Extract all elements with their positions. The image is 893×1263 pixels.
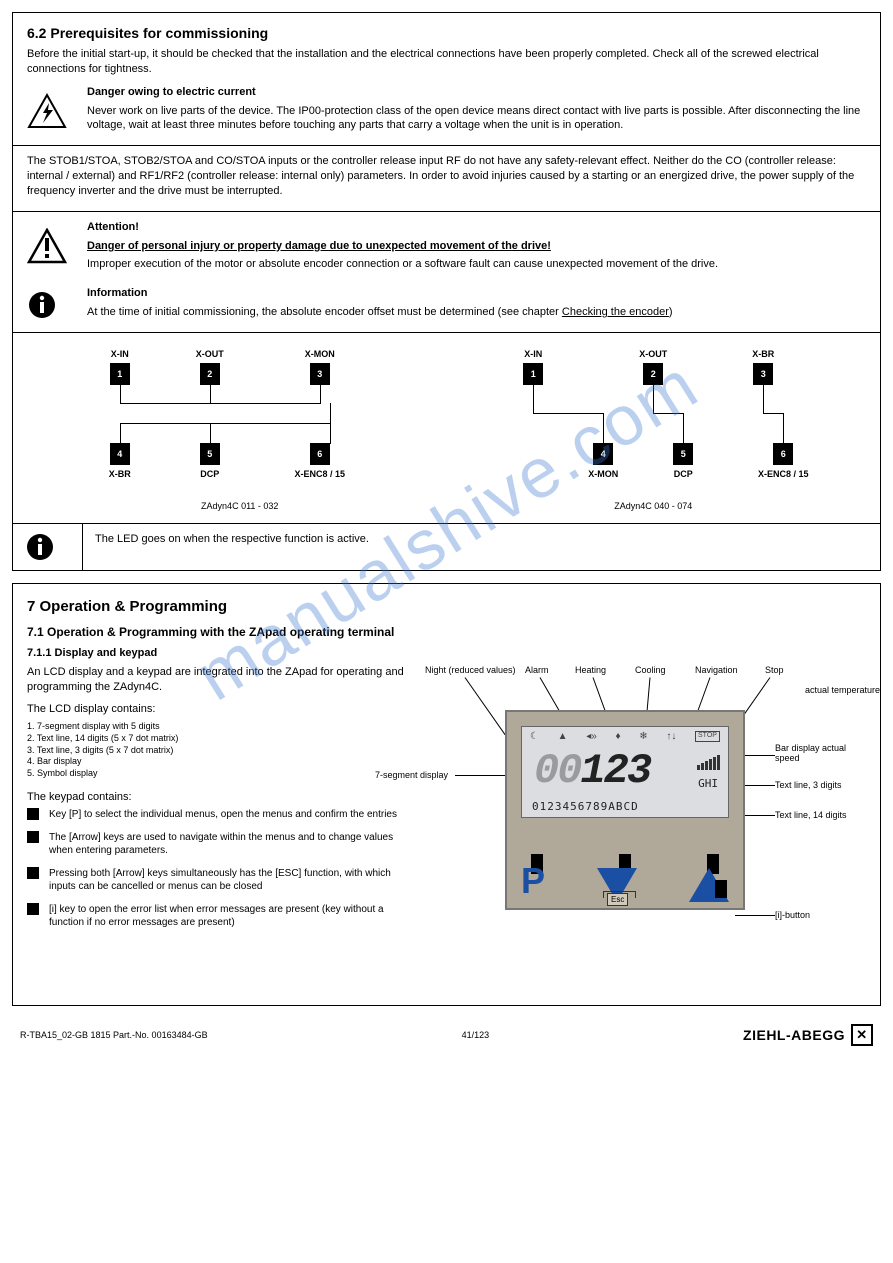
speaker-icon: ◂» xyxy=(586,731,597,742)
i-button[interactable] xyxy=(715,880,727,898)
page-container: 6.2 Prerequisites for commissioning Befo… xyxy=(12,12,881,571)
seg-display: 00123 xyxy=(534,747,650,795)
keypad-list: Key [P] to select the individual menus, … xyxy=(27,808,417,929)
bell-icon: ▲ xyxy=(558,731,568,742)
danger-p2: The STOB1/STOA, STOB2/STOA and CO/STOA i… xyxy=(27,154,866,199)
footer-brand: ZIEHL-ABEGG ✕ xyxy=(743,1024,873,1046)
keypad-item: Key [P] to select the individual menus, … xyxy=(27,808,417,821)
switch-diagram-right: X-IN1 X-OUT2 X-BR3 X-MON4 DCP5 X-ENC8 / … xyxy=(493,353,813,513)
bar-display-icon xyxy=(697,755,720,770)
sec-6-2-prereq: 6.2 Prerequisites for commissioning Befo… xyxy=(13,13,880,146)
danger-p1: Never work on live parts of the device. … xyxy=(87,104,866,134)
attention-title: Attention! xyxy=(87,220,866,235)
exclaim-triangle-icon xyxy=(27,228,67,264)
sec-7: 7 Operation & Programming 7.1 Operation … xyxy=(12,583,881,1006)
esc-label: Esc xyxy=(607,893,628,906)
keypad-item: [i] key to open the error list when erro… xyxy=(27,903,417,929)
sec-danger-2: The STOB1/STOA, STOB2/STOA and CO/STOA i… xyxy=(13,146,880,212)
attention-p2: Improper execution of the motor or absol… xyxy=(87,257,866,272)
snow-icon: ❄ xyxy=(639,731,647,742)
lcd-screen: ☾ ▲ ◂» ♦ ❄ ↑↓ STOP 00123 GHI 0123456789A… xyxy=(521,726,729,818)
danger-title: Danger owing to electric current xyxy=(87,85,866,100)
heading-7: 7 Operation & Programming xyxy=(27,598,866,615)
para-prereq: Before the initial start-up, it should b… xyxy=(27,47,866,77)
heading-6-2: 6.2 Prerequisites for commissioning xyxy=(27,25,866,41)
moon-icon: ☾ xyxy=(530,731,539,742)
keypad-title: The keypad contains: xyxy=(27,790,417,805)
sec-attention: Attention! Danger of personal injury or … xyxy=(13,212,880,333)
footer-left: R-TBA15_02-GB 1815 Part.-No. 00163484-GB xyxy=(20,1030,208,1040)
p-button[interactable]: P xyxy=(521,860,545,902)
heading-7-1: 7.1 Operation & Programming with the ZAp… xyxy=(27,625,866,639)
attention-p1: Danger of personal injury or property da… xyxy=(87,239,866,254)
keypad-item: Pressing both [Arrow] keys simultaneousl… xyxy=(27,867,417,893)
info-p2: At the time of initial commissioning, th… xyxy=(87,305,866,320)
updown-icon: ↑↓ xyxy=(666,731,676,742)
bolt-triangle-icon xyxy=(27,93,67,129)
brand-logo-icon: ✕ xyxy=(851,1024,873,1046)
lcd-device: ☾ ▲ ◂» ♦ ❄ ↑↓ STOP 00123 GHI 0123456789A… xyxy=(505,710,745,910)
desc-intro: An LCD display and a keypad are integrat… xyxy=(27,665,417,695)
lcd-figure: Night (reduced values) Alarm Heating Coo… xyxy=(435,665,866,985)
lcd-contains-title: The LCD display contains: xyxy=(27,702,417,717)
switch-right-title: ZAdyn4C 040 - 074 xyxy=(614,501,692,513)
page-footer: R-TBA15_02-GB 1815 Part.-No. 00163484-GB… xyxy=(0,1018,893,1056)
info-title: Information xyxy=(87,286,866,301)
flame-icon: ♦ xyxy=(615,731,620,742)
sec-switches: X-IN1 X-OUT2 X-MON3 X-BR4 DCP5 X-ENC8 / … xyxy=(13,333,880,570)
footer-page: 41/123 xyxy=(462,1030,490,1040)
keypad-item: The [Arrow] keys are used to navigate wi… xyxy=(27,831,417,857)
info-icon xyxy=(25,532,55,562)
lcd-sub: GHI xyxy=(698,777,718,790)
switch-left-title: ZAdyn4C 011 - 032 xyxy=(201,501,278,513)
switch-info-text: The LED goes on when the respective func… xyxy=(95,532,868,547)
switch-diagram-left: X-IN1 X-OUT2 X-MON3 X-BR4 DCP5 X-ENC8 / … xyxy=(80,353,400,513)
heading-7-1-1: 7.1.1 Display and keypad xyxy=(27,647,866,659)
switch-info-row: The LED goes on when the respective func… xyxy=(13,523,880,570)
info-icon xyxy=(27,290,57,320)
lcd-textline: 0123456789ABCD xyxy=(532,800,639,813)
stop-icon: STOP xyxy=(695,731,720,742)
